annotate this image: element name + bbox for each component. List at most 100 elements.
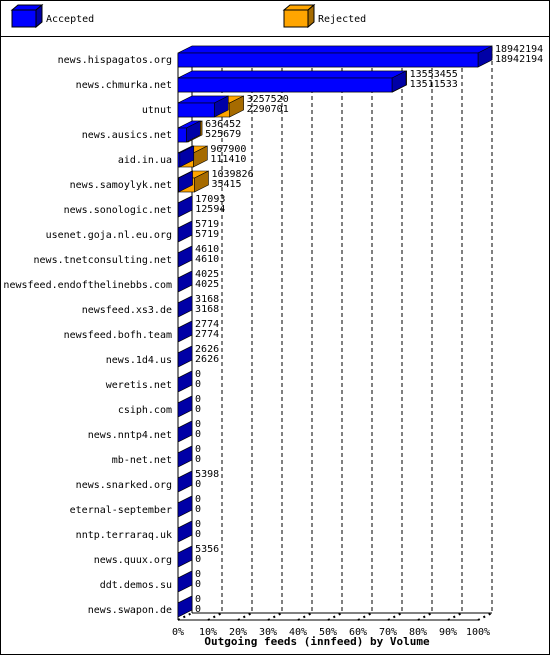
bar-side-shade [179, 146, 194, 167]
value-label: 2774 [195, 319, 219, 330]
y-tick-label: news.ausics.net [82, 130, 172, 141]
bar-side [177, 395, 193, 418]
value-label: 3168 [195, 294, 219, 305]
x-tick [327, 612, 343, 621]
legend-swatch-shade [36, 5, 42, 27]
bar-side-shade [178, 521, 192, 542]
x-tick-label: 0% [172, 627, 184, 638]
bar [177, 152, 181, 168]
x-tick-label: 50% [319, 627, 337, 638]
value-label: 13553455 [410, 69, 458, 80]
bar-side-shade [193, 146, 208, 167]
legend-label: Accepted [46, 14, 94, 25]
y-tick-label: ddt.demos.su [100, 580, 172, 591]
bar-side-shade [178, 271, 193, 292]
y-tick-label: utnut [142, 105, 172, 116]
bar-side [177, 420, 193, 443]
value-label: 5398 [195, 469, 219, 480]
bar-side-shade [178, 196, 193, 217]
legend-swatch-side [307, 3, 315, 29]
x-tick-label: 100% [466, 627, 490, 638]
bar-top [177, 70, 407, 79]
y-tick-label: news.1d4.us [106, 355, 172, 366]
y-tick-label: news.nntp4.net [88, 430, 172, 441]
value-label: 17093 [195, 194, 225, 205]
value-label: 636452 [205, 119, 241, 130]
y-tick-label: newsfeed.xs3.de [82, 305, 172, 316]
bar-side-shade [178, 471, 192, 492]
value-label: 0 [195, 419, 201, 430]
value-label: 2626 [195, 354, 219, 365]
y-tick-label: newsfeed.endofthelinebbs.com [3, 280, 172, 291]
bar [177, 177, 179, 193]
x-tick-label: 60% [349, 627, 367, 638]
y-tick-label: csiph.com [118, 405, 172, 416]
x-tick-label: 90% [439, 627, 457, 638]
value-label: 111410 [210, 154, 246, 165]
y-tick-label: eternal-september [70, 505, 172, 516]
x-tick-label: 70% [379, 627, 397, 638]
bar-side-shade [391, 71, 406, 92]
bar [177, 127, 187, 143]
y-tick-label: news.snarked.org [76, 480, 172, 491]
x-tick [357, 612, 373, 621]
bar-side-shade [178, 246, 193, 267]
y-tick-label: newsfeed.bofh.team [64, 330, 172, 341]
value-label: 0 [195, 479, 201, 490]
bar-side-shade [214, 96, 229, 117]
value-label: 0 [195, 594, 201, 605]
y-tick-label: aid.in.ua [118, 155, 172, 166]
value-label: 4025 [195, 269, 219, 280]
bar-side-shade [229, 96, 244, 117]
value-label: 4610 [195, 254, 219, 265]
x-tick [177, 612, 193, 621]
y-tick-label: weretis.net [106, 380, 172, 391]
y-tick-label: news.samoylyk.net [70, 180, 172, 191]
bar-side [177, 545, 193, 568]
y-tick-label: usenet.goja.nl.eu.org [46, 230, 172, 241]
chart-title: Outgoing feeds (innfeed) by Volume [204, 635, 430, 648]
bar [177, 52, 479, 68]
value-label: 0 [195, 569, 201, 580]
value-label: 525679 [205, 129, 241, 140]
bar-side-shade [178, 321, 193, 342]
bar-side [177, 570, 193, 593]
x-tick [267, 612, 283, 621]
value-label: 0 [195, 579, 201, 590]
x-tick [207, 612, 223, 621]
value-label: 12594 [195, 204, 225, 215]
value-label: 5719 [195, 219, 219, 230]
value-label: 0 [195, 379, 201, 390]
value-label: 1039826 [211, 169, 253, 180]
x-tick [387, 612, 403, 621]
bar-side-shade [178, 421, 192, 442]
x-tick [417, 612, 433, 621]
bar-side-shade [178, 571, 192, 592]
y-tick-label: news.tnetconsulting.net [34, 255, 172, 266]
bar-side-shade [178, 496, 192, 517]
y-tick-label: news.swapon.de [88, 605, 172, 616]
value-label: 0 [195, 604, 201, 615]
value-label: 2290701 [247, 104, 289, 115]
value-label: 0 [195, 504, 201, 515]
bar-side [177, 445, 193, 468]
bar-side-shade [178, 171, 193, 192]
bar-side-shade [178, 596, 192, 617]
bar [177, 77, 393, 93]
value-label: 0 [195, 404, 201, 415]
bar-side [177, 595, 193, 618]
x-tick-label: 10% [199, 627, 217, 638]
value-label: 0 [195, 494, 201, 505]
value-label: 0 [195, 429, 201, 440]
value-label: 3168 [195, 304, 219, 315]
x-tick-label: 40% [289, 627, 307, 638]
bar-side-shade [194, 171, 209, 192]
bar-side [177, 470, 193, 493]
bar [177, 102, 215, 118]
legend-swatch [283, 9, 309, 28]
bar-side-shade [178, 371, 192, 392]
value-label: 0 [195, 444, 201, 455]
x-tick [237, 612, 253, 621]
value-label: 4610 [195, 244, 219, 255]
